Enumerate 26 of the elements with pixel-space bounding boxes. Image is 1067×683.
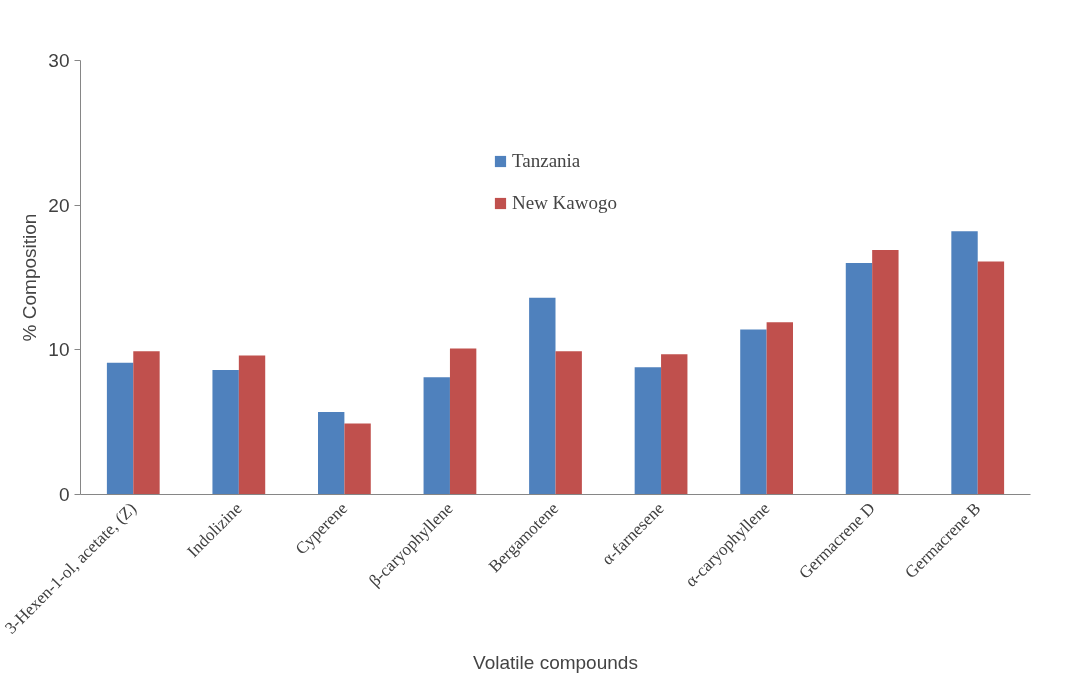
bar bbox=[661, 354, 688, 495]
bar bbox=[318, 412, 345, 495]
y-tick-label: 30 bbox=[48, 50, 70, 71]
bar bbox=[872, 250, 899, 495]
bar bbox=[238, 355, 266, 495]
bar bbox=[951, 231, 978, 495]
bar bbox=[766, 322, 793, 495]
bar bbox=[344, 423, 371, 495]
bar bbox=[423, 377, 450, 495]
legend-label: New Kawogo bbox=[511, 192, 618, 214]
y-tick-label: 10 bbox=[48, 339, 70, 361]
bar bbox=[845, 263, 873, 495]
bar bbox=[212, 370, 239, 495]
bar bbox=[529, 297, 556, 495]
bar bbox=[740, 329, 767, 495]
legend-label: Tanzania bbox=[511, 150, 581, 172]
bar bbox=[634, 367, 662, 495]
y-axis-title: % Composition bbox=[19, 213, 41, 342]
y-tick-label: 20 bbox=[48, 194, 70, 216]
bar bbox=[133, 351, 160, 495]
bar bbox=[977, 261, 1005, 495]
bar bbox=[555, 351, 582, 495]
bar bbox=[106, 362, 134, 495]
x-axis-title: Volatile compounds bbox=[473, 652, 638, 674]
y-tick-label: 0 bbox=[58, 484, 70, 505]
bar bbox=[449, 348, 477, 495]
